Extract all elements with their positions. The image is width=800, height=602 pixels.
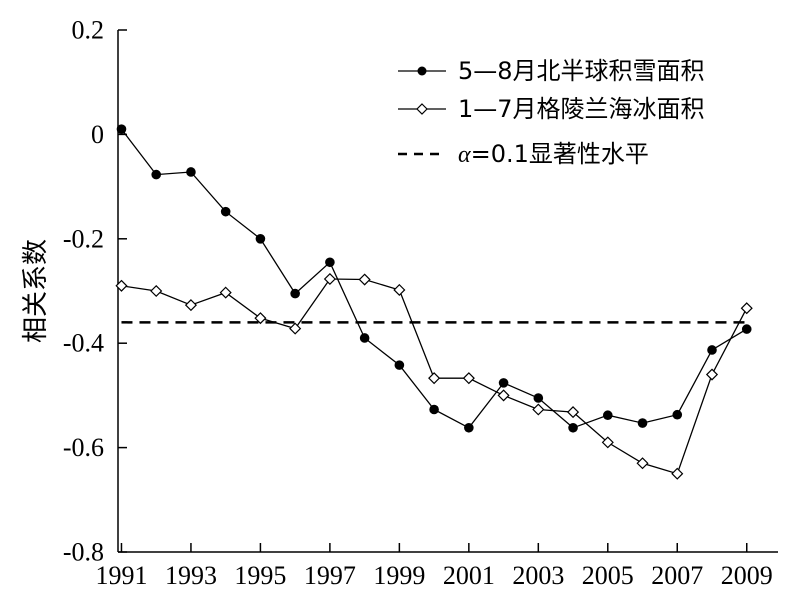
data-point — [428, 372, 441, 385]
data-point — [532, 403, 545, 416]
series-1 — [116, 124, 752, 433]
x-tick-label: 1997 — [304, 561, 356, 590]
y-tick-label: -0.2 — [63, 224, 104, 253]
data-point — [220, 206, 231, 217]
data-point — [151, 169, 162, 180]
data-point — [707, 345, 717, 355]
x-tick-label: 1995 — [234, 561, 286, 590]
data-point — [533, 393, 544, 403]
data-point — [601, 436, 614, 449]
data-point — [741, 324, 752, 334]
legend-item-snow: 5—8月北半球积雪面积 — [398, 57, 705, 85]
data-point — [150, 284, 163, 298]
data-point — [393, 283, 406, 297]
data-point — [671, 467, 684, 480]
legend-item-significance: α=0.1显著性水平 — [398, 140, 649, 168]
data-point — [498, 378, 509, 388]
data-point — [464, 422, 474, 433]
y-tick-label: -0.8 — [63, 538, 104, 567]
x-tick-label: 2009 — [721, 561, 773, 590]
y-tick-label: -0.6 — [63, 433, 104, 462]
x-tick-label: 2003 — [512, 561, 564, 590]
legend-item-ice: 1—7月格陵兰海冰面积 — [398, 95, 705, 123]
x-tick-label: 1991 — [95, 561, 147, 590]
data-point — [636, 457, 649, 470]
data-point — [290, 288, 300, 299]
x-tick-label: 1999 — [373, 561, 425, 590]
y-tick-label: -0.4 — [63, 329, 104, 358]
data-point — [462, 372, 475, 385]
data-point — [186, 167, 196, 177]
data-point — [184, 299, 197, 312]
data-point — [740, 302, 753, 315]
series-2 — [115, 272, 753, 480]
data-point — [289, 322, 302, 335]
data-point — [497, 389, 510, 402]
x-tick-label: 2007 — [651, 561, 703, 590]
legend-label-snow: 5—8月北半球积雪面积 — [458, 57, 705, 85]
axes — [117, 30, 778, 553]
legend-alpha-symbol: α — [458, 142, 471, 168]
y-ticks: 0.2 0 -0.2 -0.4 -0.6 -0.8 — [63, 16, 127, 567]
data-point — [115, 279, 128, 292]
data-point — [602, 410, 613, 421]
x-tick-label: 2005 — [582, 561, 634, 590]
legend-label-significance: α=0.1显著性水平 — [458, 140, 649, 168]
data-point — [325, 257, 335, 268]
legend-label-ice: 1—7月格陵兰海冰面积 — [458, 95, 705, 123]
data-point — [323, 272, 336, 286]
legend-marker-ice — [416, 103, 428, 115]
data-point — [219, 286, 232, 299]
data-point — [254, 312, 267, 325]
x-ticks: 1991 1993 1995 1997 1999 2001 2003 2005 2007 2009 — [95, 543, 773, 590]
y-tick-label: 0.2 — [72, 16, 105, 45]
data-point — [705, 368, 719, 381]
data-point — [359, 333, 370, 343]
data-point — [672, 409, 683, 420]
data-point — [567, 406, 580, 419]
data-point — [358, 273, 371, 286]
legend-marker-snow — [417, 66, 427, 76]
data-point — [116, 124, 127, 134]
data-point — [255, 234, 266, 244]
x-tick-label: 1993 — [165, 561, 217, 590]
legend: 5—8月北半球积雪面积 1—7月格陵兰海冰面积 α=0.1显著性水平 — [398, 57, 705, 168]
series-layer — [115, 124, 753, 480]
y-tick-label: 0 — [91, 120, 104, 149]
data-point — [568, 422, 578, 433]
legend-significance-text: =0.1显著性水平 — [471, 140, 649, 168]
data-point — [394, 360, 405, 370]
data-point — [429, 404, 439, 415]
y-axis-label: 相关系数 — [21, 239, 51, 343]
x-tick-label: 2001 — [443, 561, 495, 590]
data-point — [637, 418, 648, 428]
